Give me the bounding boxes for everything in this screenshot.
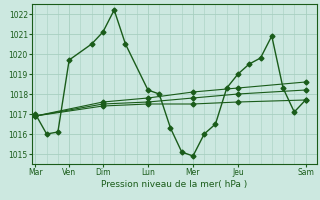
X-axis label: Pression niveau de la mer( hPa ): Pression niveau de la mer( hPa ) <box>101 180 248 189</box>
